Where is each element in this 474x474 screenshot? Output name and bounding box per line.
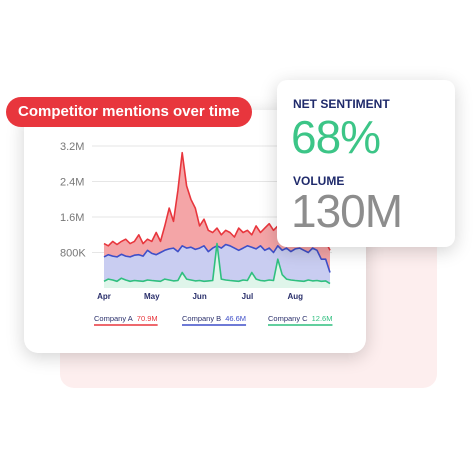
- series-line-3: [103, 242, 331, 285]
- net-sentiment-label: NET SENTIMENT: [293, 97, 390, 111]
- y-tick-label: 800K: [60, 248, 86, 260]
- y-tick-label: 3.2M: [60, 141, 84, 153]
- volume-label: VOLUME: [293, 174, 345, 188]
- legend-name: Company A: [94, 314, 133, 323]
- chart-axes: 3.2M 2.4M 1.6M 800K Apr May Jun Jul Aug: [60, 141, 303, 301]
- legend-value: 70.9M: [137, 314, 158, 323]
- net-sentiment-value: 68%: [291, 111, 381, 163]
- series-area-3: [104, 243, 330, 288]
- x-tick-label: Apr: [97, 292, 111, 301]
- x-tick-label: Jul: [242, 292, 254, 301]
- chart-legend: Company A 70.9M Company B 46.6M Company C 12.…: [94, 314, 333, 326]
- y-tick-label: 2.4M: [60, 177, 84, 189]
- stats-card: NET SENTIMENT 68% VOLUME 130M: [277, 80, 455, 247]
- legend-value: 12.6M: [312, 314, 333, 323]
- x-tick-label: Jun: [192, 292, 206, 301]
- chart-title: Competitor mentions over time: [6, 97, 252, 127]
- legend-name: Company C: [268, 314, 308, 323]
- y-tick-label: 1.6M: [60, 212, 84, 224]
- x-tick-label: May: [144, 292, 160, 301]
- legend-name: Company B: [182, 314, 221, 323]
- volume-value: 130M: [291, 185, 403, 237]
- legend-value: 46.6M: [225, 314, 246, 323]
- x-tick-label: Aug: [287, 292, 303, 301]
